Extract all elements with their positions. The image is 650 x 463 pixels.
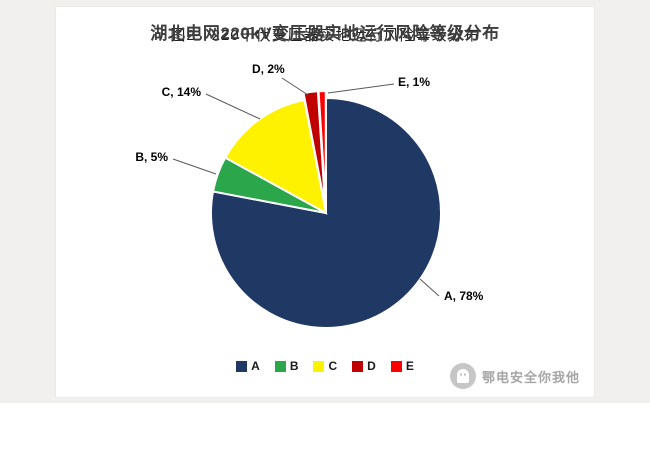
caption-strip [0, 403, 650, 463]
slice-label-C: C, 14% [162, 85, 202, 99]
legend-swatch-D [352, 360, 364, 372]
label-leader-line-D [281, 77, 309, 96]
label-leader-line-E [327, 83, 395, 94]
ghost-icon [449, 363, 476, 389]
legend-label-C: C [328, 359, 338, 373]
watermark: 鄂电安全你我他 [449, 363, 580, 389]
chart-area: 湖北电网220kV变压器实地运行风险等级分布 A, 78% B, 5% C, 14%… [55, 6, 595, 398]
legend-item-C: C [313, 359, 337, 373]
slice-label-A: A, 78% [444, 289, 484, 303]
pie-slice-E [317, 90, 327, 207]
slice-label-B: B, 5% [135, 150, 168, 164]
pie-chart: A, 78% B, 5% C, 14% D, 2% E, 1% [135, 62, 484, 329]
legend-item-A: A [236, 359, 260, 373]
legend-label-A: A [251, 359, 260, 373]
legend-swatch-A [236, 360, 248, 372]
legend-label-E: E [405, 359, 414, 373]
legend-item-D: D [352, 359, 376, 373]
watermark-text: 鄂电安全你我他 [481, 369, 580, 385]
legend-swatch-B [274, 360, 286, 372]
label-leader-line-A [419, 278, 440, 297]
slice-label-E: E, 1% [398, 75, 430, 89]
label-leader-line-C [205, 93, 261, 120]
label-leader-line-B [172, 158, 217, 175]
chart-legend: A B C D E [56, 359, 594, 373]
legend-swatch-E [390, 360, 402, 372]
chart-title: 湖北电网220kV变压器实地运行风险等级分布 [150, 24, 500, 43]
legend-item-B: B [274, 359, 299, 373]
legend-label-D: D [367, 359, 376, 373]
figure-caption: 图2 220千伏变压器实地运行风险等级分布 [170, 27, 480, 44]
legend-label-B: B [289, 359, 299, 373]
pie-slice-C [223, 98, 328, 215]
slice-label-D: D, 2% [252, 62, 285, 76]
legend-item-E: E [390, 359, 414, 373]
legend-swatch-C [313, 360, 325, 372]
